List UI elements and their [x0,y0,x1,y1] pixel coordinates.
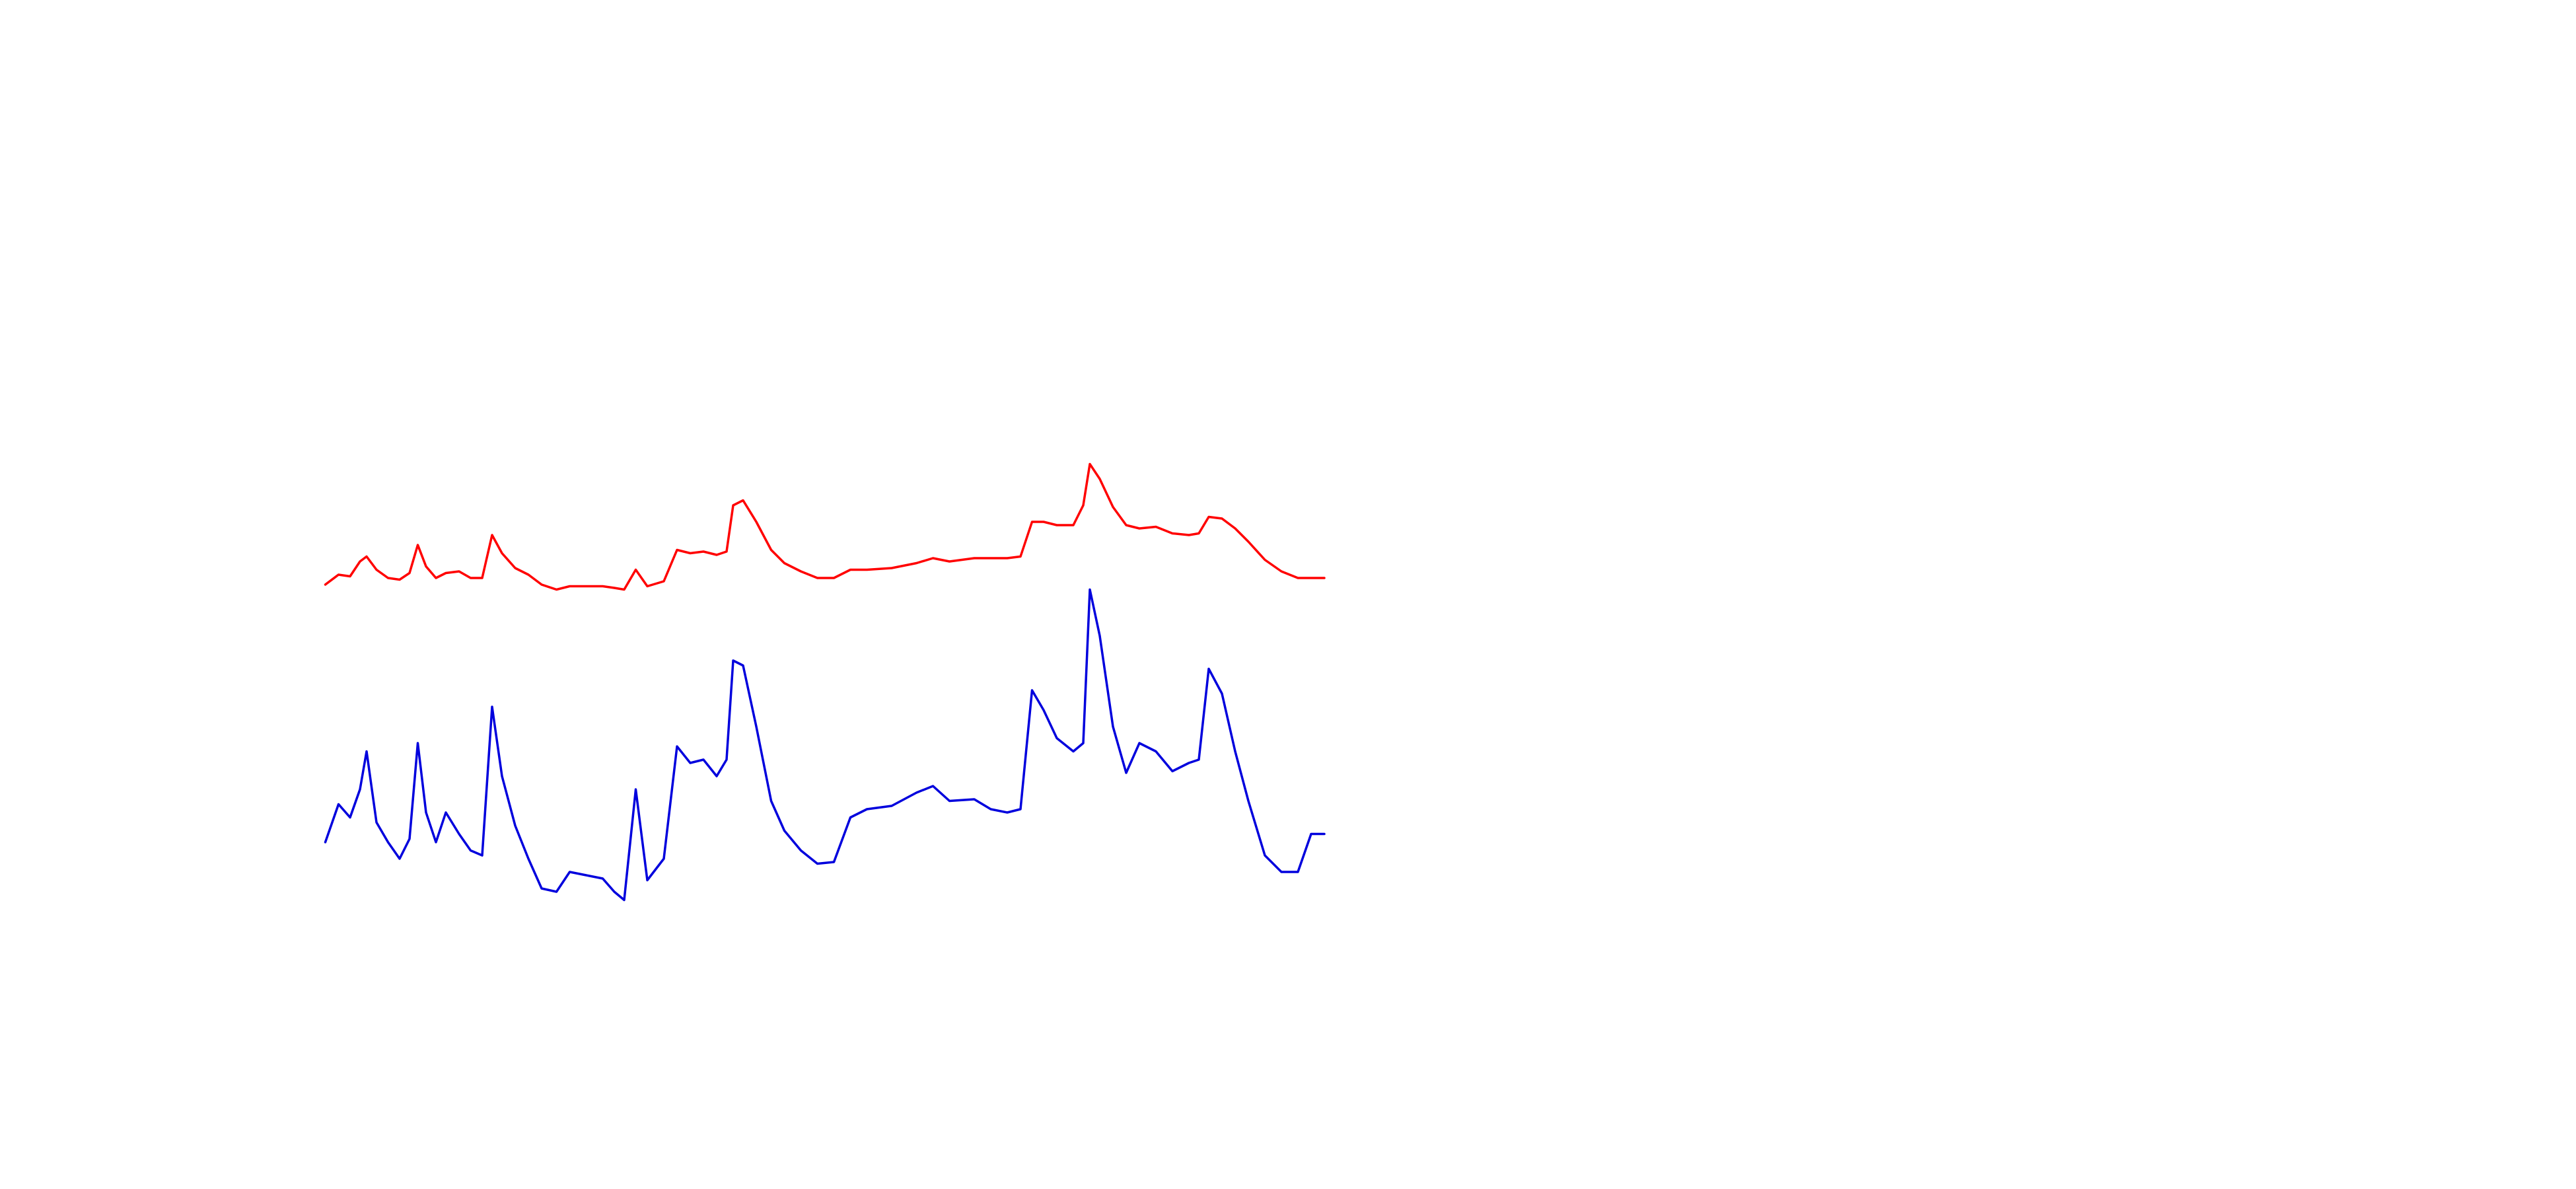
data-line [324,588,1326,902]
data-line [324,462,1326,591]
